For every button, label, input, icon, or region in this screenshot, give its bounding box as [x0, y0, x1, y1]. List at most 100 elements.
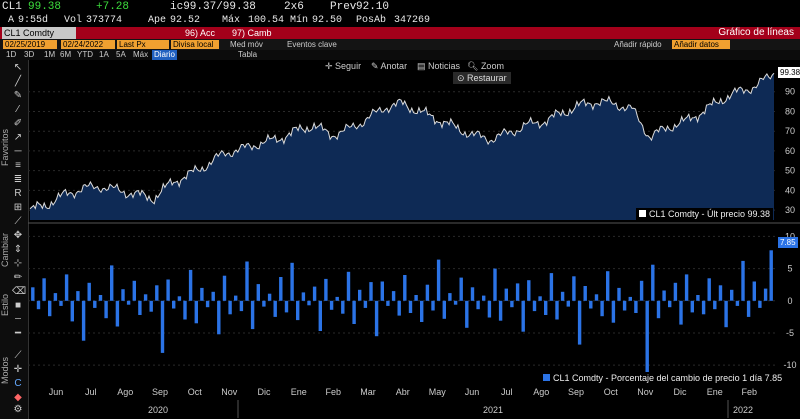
favoritos-label[interactable]: Favoritos: [0, 129, 10, 167]
modos-label[interactable]: Modos: [0, 356, 10, 384]
trend-line-icon[interactable]: ⁄: [17, 104, 19, 115]
price-legend[interactable]: CL1 Comdty - Últ precio 99.38: [636, 208, 774, 220]
acc-button[interactable]: 96) Acc: [185, 28, 216, 38]
price-tick-label: 80: [785, 106, 795, 116]
restore-button[interactable]: ⊙ Restaurar: [453, 72, 511, 84]
measure-icon[interactable]: ⊞: [13, 202, 23, 213]
prev-label: Prev: [330, 1, 357, 13]
table-button[interactable]: Tabla: [238, 50, 258, 59]
quick-add-button[interactable]: Añadir rápido: [614, 40, 662, 49]
period-ytd[interactable]: YTD: [77, 50, 93, 59]
scale-icon[interactable]: ⇕: [13, 244, 23, 255]
line-tool-icon[interactable]: ╱: [14, 76, 22, 87]
cambiar-label[interactable]: Cambiar: [0, 233, 10, 268]
change-bar: [538, 296, 542, 301]
change-bar: [341, 300, 345, 314]
period-1d[interactable]: 1D: [6, 50, 17, 59]
change-bar: [284, 300, 289, 313]
line-width-icon[interactable]: ━: [14, 328, 22, 339]
legend-swatch-white: [639, 210, 646, 217]
period-5a[interactable]: 5A: [116, 50, 126, 59]
security-field[interactable]: CL1 Comdty: [2, 27, 76, 39]
ruler-icon[interactable]: ⟋: [14, 216, 22, 227]
restore-label: Restaurar: [467, 73, 507, 83]
field-select[interactable]: Last Px: [117, 40, 169, 49]
line-style-icon[interactable]: ┄: [14, 314, 22, 325]
pencil-icon[interactable]: ✎: [13, 90, 23, 101]
end-date-field[interactable]: 02/24/2022: [61, 40, 115, 49]
anotar-button[interactable]: ✎ Anotar: [371, 61, 408, 71]
channel-icon[interactable]: ≡: [15, 160, 21, 171]
currency-select[interactable]: Divisa local: [171, 40, 219, 49]
change-bar: [279, 277, 283, 301]
change-bar: [769, 250, 773, 301]
change-bar: [115, 300, 120, 327]
change-bar: [628, 296, 632, 301]
color-icon[interactable]: ■: [14, 300, 22, 311]
change-bar: [752, 281, 756, 301]
change-bar: [532, 300, 537, 312]
frequency-select[interactable]: Diario: [152, 50, 177, 60]
vol-label: Vol: [64, 15, 83, 26]
change-bar: [606, 271, 610, 301]
change-bar: [498, 300, 503, 321]
change-bar: [493, 268, 497, 301]
ticker[interactable]: CL1: [2, 1, 22, 13]
zoom-button[interactable]: 🔍︎ Zoom: [467, 61, 504, 71]
horizontal-line-icon[interactable]: ─: [14, 146, 22, 157]
chart-canvas[interactable]: 30 40 50 60 70 80 90 -10 -5 0 5 10 Jun Jul Ago Sep Oct…: [28, 60, 800, 419]
change-bar: [758, 300, 762, 308]
estilo-label[interactable]: Estilo: [0, 294, 10, 317]
palette-icon[interactable]: ◆: [14, 392, 22, 403]
eraser-icon[interactable]: ⌫: [12, 286, 27, 297]
period-bar: 1D 3D 1M 6M YTD 1A 5A Máx Diario Tabla: [0, 50, 800, 60]
settings-gear-icon[interactable]: ⚙: [13, 404, 23, 415]
fibonacci-icon[interactable]: ≣: [13, 174, 23, 185]
change-bar: [250, 300, 255, 330]
text-tool-icon[interactable]: R: [14, 188, 22, 199]
period-1m[interactable]: 1M: [44, 50, 56, 59]
key-events-button[interactable]: Eventos clave: [287, 40, 337, 49]
crosshair-icon[interactable]: ✛: [13, 364, 23, 375]
change-legend[interactable]: CL1 Comdty - Porcentaje del cambio de pr…: [540, 372, 786, 384]
start-date-field[interactable]: 02/25/2019: [3, 40, 57, 49]
change-tick-label: -10: [783, 360, 796, 370]
period-1a[interactable]: 1A: [99, 50, 109, 59]
link-icon[interactable]: ⟋: [14, 350, 22, 361]
change-bar: [64, 274, 69, 301]
move-icon[interactable]: ✥: [13, 230, 23, 241]
ray-icon[interactable]: ↗: [13, 132, 23, 143]
pen-icon[interactable]: ✏: [13, 272, 23, 283]
change-bar: [324, 278, 328, 301]
noticias-button[interactable]: ▤ Noticias: [417, 61, 461, 71]
period-6m[interactable]: 6M: [60, 50, 72, 59]
change-bar: [684, 274, 689, 301]
change-bar: [482, 295, 486, 301]
change-bar: [194, 300, 198, 324]
change-bar: [155, 285, 159, 301]
change-bar: [662, 290, 666, 301]
magnet-icon[interactable]: C: [14, 378, 22, 389]
change-tick-label: -5: [786, 328, 794, 338]
drawing-toolbar: Favoritos Cambiar Estilo Modos ↖ ╱ ✎ ⁄ ✐…: [0, 60, 29, 419]
change-bar: [126, 300, 131, 305]
add-data-field[interactable]: Añadir datos: [672, 40, 730, 49]
camb-button[interactable]: 97) Camb: [232, 28, 272, 38]
pointer-icon[interactable]: ↖: [13, 62, 23, 73]
period-3d[interactable]: 3D: [24, 50, 35, 59]
period-max[interactable]: Máx: [133, 50, 149, 59]
change-bar: [138, 300, 142, 315]
seguir-button[interactable]: ✛ Seguir: [325, 61, 362, 71]
moving-average-button[interactable]: Med móv: [230, 40, 263, 49]
brush-icon[interactable]: ✐: [13, 118, 23, 129]
change-bar: [380, 281, 384, 301]
change-bar: [104, 300, 108, 319]
month-tick-label: Nov: [221, 387, 238, 397]
change-bar: [211, 291, 215, 301]
change-bar: [296, 300, 300, 321]
marker-icon[interactable]: ⊹: [13, 258, 23, 269]
change-bar: [555, 300, 559, 320]
change-bar: [166, 279, 170, 301]
high-value: 100.54: [248, 15, 285, 26]
change-bar: [679, 300, 683, 325]
